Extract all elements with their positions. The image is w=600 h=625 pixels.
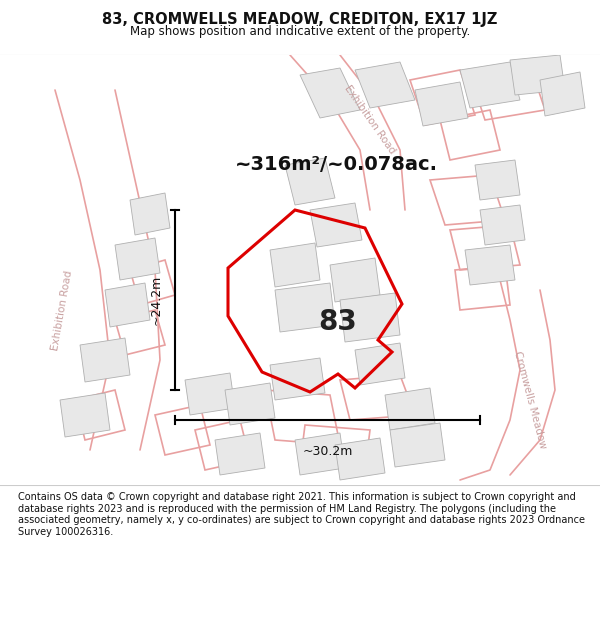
Polygon shape xyxy=(215,433,265,475)
Polygon shape xyxy=(105,283,150,327)
Text: ~316m²/~0.078ac.: ~316m²/~0.078ac. xyxy=(235,156,438,174)
Text: 83: 83 xyxy=(319,308,358,336)
Polygon shape xyxy=(355,343,405,385)
Polygon shape xyxy=(480,205,525,245)
Polygon shape xyxy=(130,193,170,235)
Polygon shape xyxy=(475,160,520,200)
Text: Contains OS data © Crown copyright and database right 2021. This information is : Contains OS data © Crown copyright and d… xyxy=(18,492,585,537)
Polygon shape xyxy=(225,383,275,425)
Polygon shape xyxy=(275,283,335,332)
Polygon shape xyxy=(510,55,565,95)
Polygon shape xyxy=(460,62,520,108)
Polygon shape xyxy=(285,158,335,205)
Text: Exhibition Road: Exhibition Road xyxy=(50,269,74,351)
Polygon shape xyxy=(270,243,320,287)
Text: Cromwells Meadow: Cromwells Meadow xyxy=(512,350,548,450)
Polygon shape xyxy=(60,393,110,437)
Polygon shape xyxy=(415,82,468,126)
Polygon shape xyxy=(80,338,130,382)
Polygon shape xyxy=(115,238,160,280)
Polygon shape xyxy=(295,433,345,475)
Polygon shape xyxy=(335,438,385,480)
Polygon shape xyxy=(540,72,585,116)
Polygon shape xyxy=(390,423,445,467)
Polygon shape xyxy=(310,203,362,247)
Polygon shape xyxy=(300,68,360,118)
Polygon shape xyxy=(355,62,415,108)
Text: Exhibition Road: Exhibition Road xyxy=(343,84,397,156)
Text: ~30.2m: ~30.2m xyxy=(303,445,353,458)
Text: 83, CROMWELLS MEADOW, CREDITON, EX17 1JZ: 83, CROMWELLS MEADOW, CREDITON, EX17 1JZ xyxy=(103,12,497,27)
Polygon shape xyxy=(270,358,325,400)
Polygon shape xyxy=(330,258,380,302)
Polygon shape xyxy=(340,293,400,342)
Polygon shape xyxy=(465,245,515,285)
Polygon shape xyxy=(385,388,435,430)
Text: ~24.2m: ~24.2m xyxy=(150,275,163,325)
Polygon shape xyxy=(185,373,235,415)
Text: Map shows position and indicative extent of the property.: Map shows position and indicative extent… xyxy=(130,26,470,39)
